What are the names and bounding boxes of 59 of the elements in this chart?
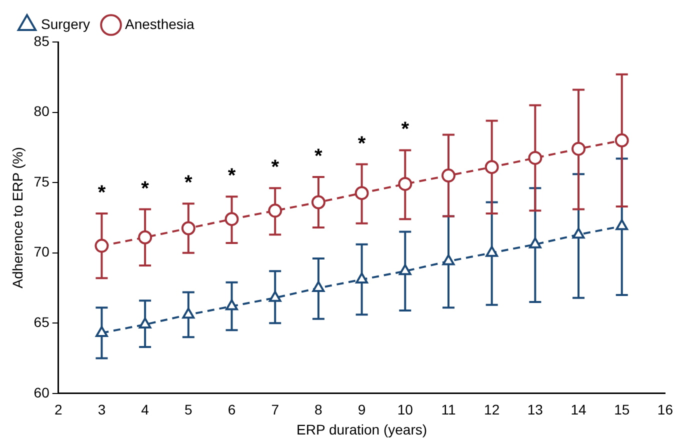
annotation: * (228, 165, 236, 188)
point (138, 318, 152, 329)
x-tick-label: 10 (397, 402, 414, 418)
x-tick-label: 4 (141, 402, 150, 418)
point (616, 219, 628, 230)
y-axis-title: Adherence to ERP (%) (9, 147, 26, 288)
legend-label: Anesthesia (125, 16, 195, 32)
point (224, 212, 239, 226)
point (398, 264, 412, 276)
x-tick-label: 13 (527, 402, 544, 418)
point (182, 308, 195, 319)
point (441, 168, 456, 183)
x-tick-label: 8 (314, 402, 323, 418)
point (312, 280, 325, 292)
point (528, 150, 542, 165)
point (138, 230, 152, 244)
x-tick-label: 14 (570, 402, 587, 418)
annotation: * (141, 178, 150, 200)
y-tick-label: 60 (34, 384, 50, 400)
point (486, 246, 498, 257)
point (398, 176, 412, 191)
point (226, 299, 238, 310)
point (181, 221, 196, 236)
x-tick-label: 15 (614, 402, 630, 418)
annotation: * (98, 182, 106, 204)
point (268, 204, 282, 218)
annotation: * (358, 132, 366, 155)
x-tick-label: 3 (98, 402, 106, 418)
point (356, 272, 368, 284)
annotation: * (184, 172, 193, 194)
x-tick-label: 6 (228, 402, 236, 418)
annotation: * (401, 118, 410, 141)
y-tick-label: 80 (34, 103, 50, 120)
y-tick-label: 75 (34, 173, 50, 190)
point (94, 238, 109, 253)
x-tick-label: 12 (484, 402, 500, 418)
annotation: * (314, 145, 323, 168)
y-tick-label: 70 (34, 244, 50, 260)
point (442, 254, 455, 266)
y-tick-label: 85 (34, 32, 50, 49)
y-tick-label: 65 (34, 314, 50, 330)
point (311, 195, 326, 210)
point (354, 186, 369, 200)
x-tick-label: 7 (271, 402, 280, 418)
annotation: * (271, 156, 280, 179)
x-tick-label: 2 (54, 402, 62, 418)
legend-label: Surgery (41, 16, 90, 32)
point (484, 160, 499, 174)
x-tick-label: 11 (441, 402, 456, 418)
point (268, 290, 282, 302)
point (614, 133, 629, 148)
x-tick-label: 16 (657, 402, 674, 418)
point (96, 326, 108, 337)
point (572, 228, 585, 239)
x-tick-label: 5 (184, 402, 193, 418)
x-axis-title: ERP duration (years) (296, 421, 428, 438)
x-tick-label: 9 (358, 402, 366, 418)
point (528, 237, 542, 248)
point (572, 142, 586, 156)
